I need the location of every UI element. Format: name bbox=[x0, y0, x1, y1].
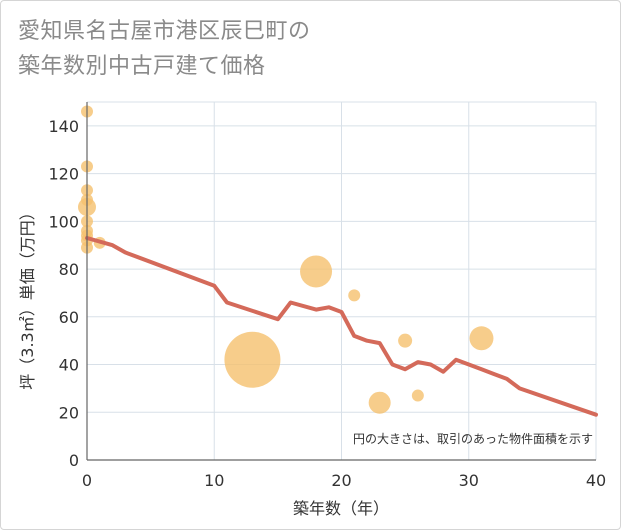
bubble-series bbox=[78, 105, 494, 414]
x-tick-labels: 0 10 20 30 40 bbox=[82, 471, 606, 490]
grid-lines bbox=[87, 101, 597, 460]
x-tick-label: 40 bbox=[586, 471, 606, 490]
y-tick-label: 20 bbox=[59, 403, 79, 422]
y-tick-label: 40 bbox=[59, 356, 79, 375]
y-axis-title: 坪（3.3㎡）単価（万円） bbox=[18, 204, 37, 389]
chart-title-line-2: 築年数別中古戸建て価格 bbox=[18, 54, 266, 79]
bubble-point bbox=[469, 326, 494, 351]
y-tick-label: 0 bbox=[69, 451, 79, 470]
trend-line bbox=[85, 236, 598, 417]
x-tick-label: 30 bbox=[459, 471, 479, 490]
x-axis-title: 築年数（年） bbox=[293, 499, 389, 518]
y-tick-labels: 0 20 40 60 80 100 120 140 bbox=[48, 117, 79, 470]
chart-title-line-1: 愛知県名古屋市港区辰巳町の bbox=[18, 19, 311, 44]
bubble-point bbox=[348, 289, 361, 302]
y-tick-label: 120 bbox=[48, 165, 79, 184]
x-tick-label: 0 bbox=[82, 471, 92, 490]
y-tick-label: 80 bbox=[59, 260, 79, 279]
y-tick-label: 60 bbox=[59, 308, 79, 327]
y-tick-label: 100 bbox=[48, 212, 79, 231]
bubble-point bbox=[368, 391, 391, 414]
bubble-point bbox=[300, 255, 333, 288]
bubble-size-note: 円の大きさは、取引のあった物件面積を示す bbox=[353, 431, 593, 446]
x-tick-label: 10 bbox=[204, 471, 224, 490]
axes bbox=[86, 102, 596, 461]
x-tick-label: 20 bbox=[331, 471, 351, 490]
chart-title: 愛知県名古屋市港区辰巳町の 築年数別中古戸建て価格 bbox=[18, 14, 311, 84]
bubble-point bbox=[411, 389, 424, 402]
y-tick-label: 140 bbox=[48, 117, 79, 136]
bubble-point bbox=[398, 333, 413, 348]
bubble-point bbox=[224, 331, 281, 388]
